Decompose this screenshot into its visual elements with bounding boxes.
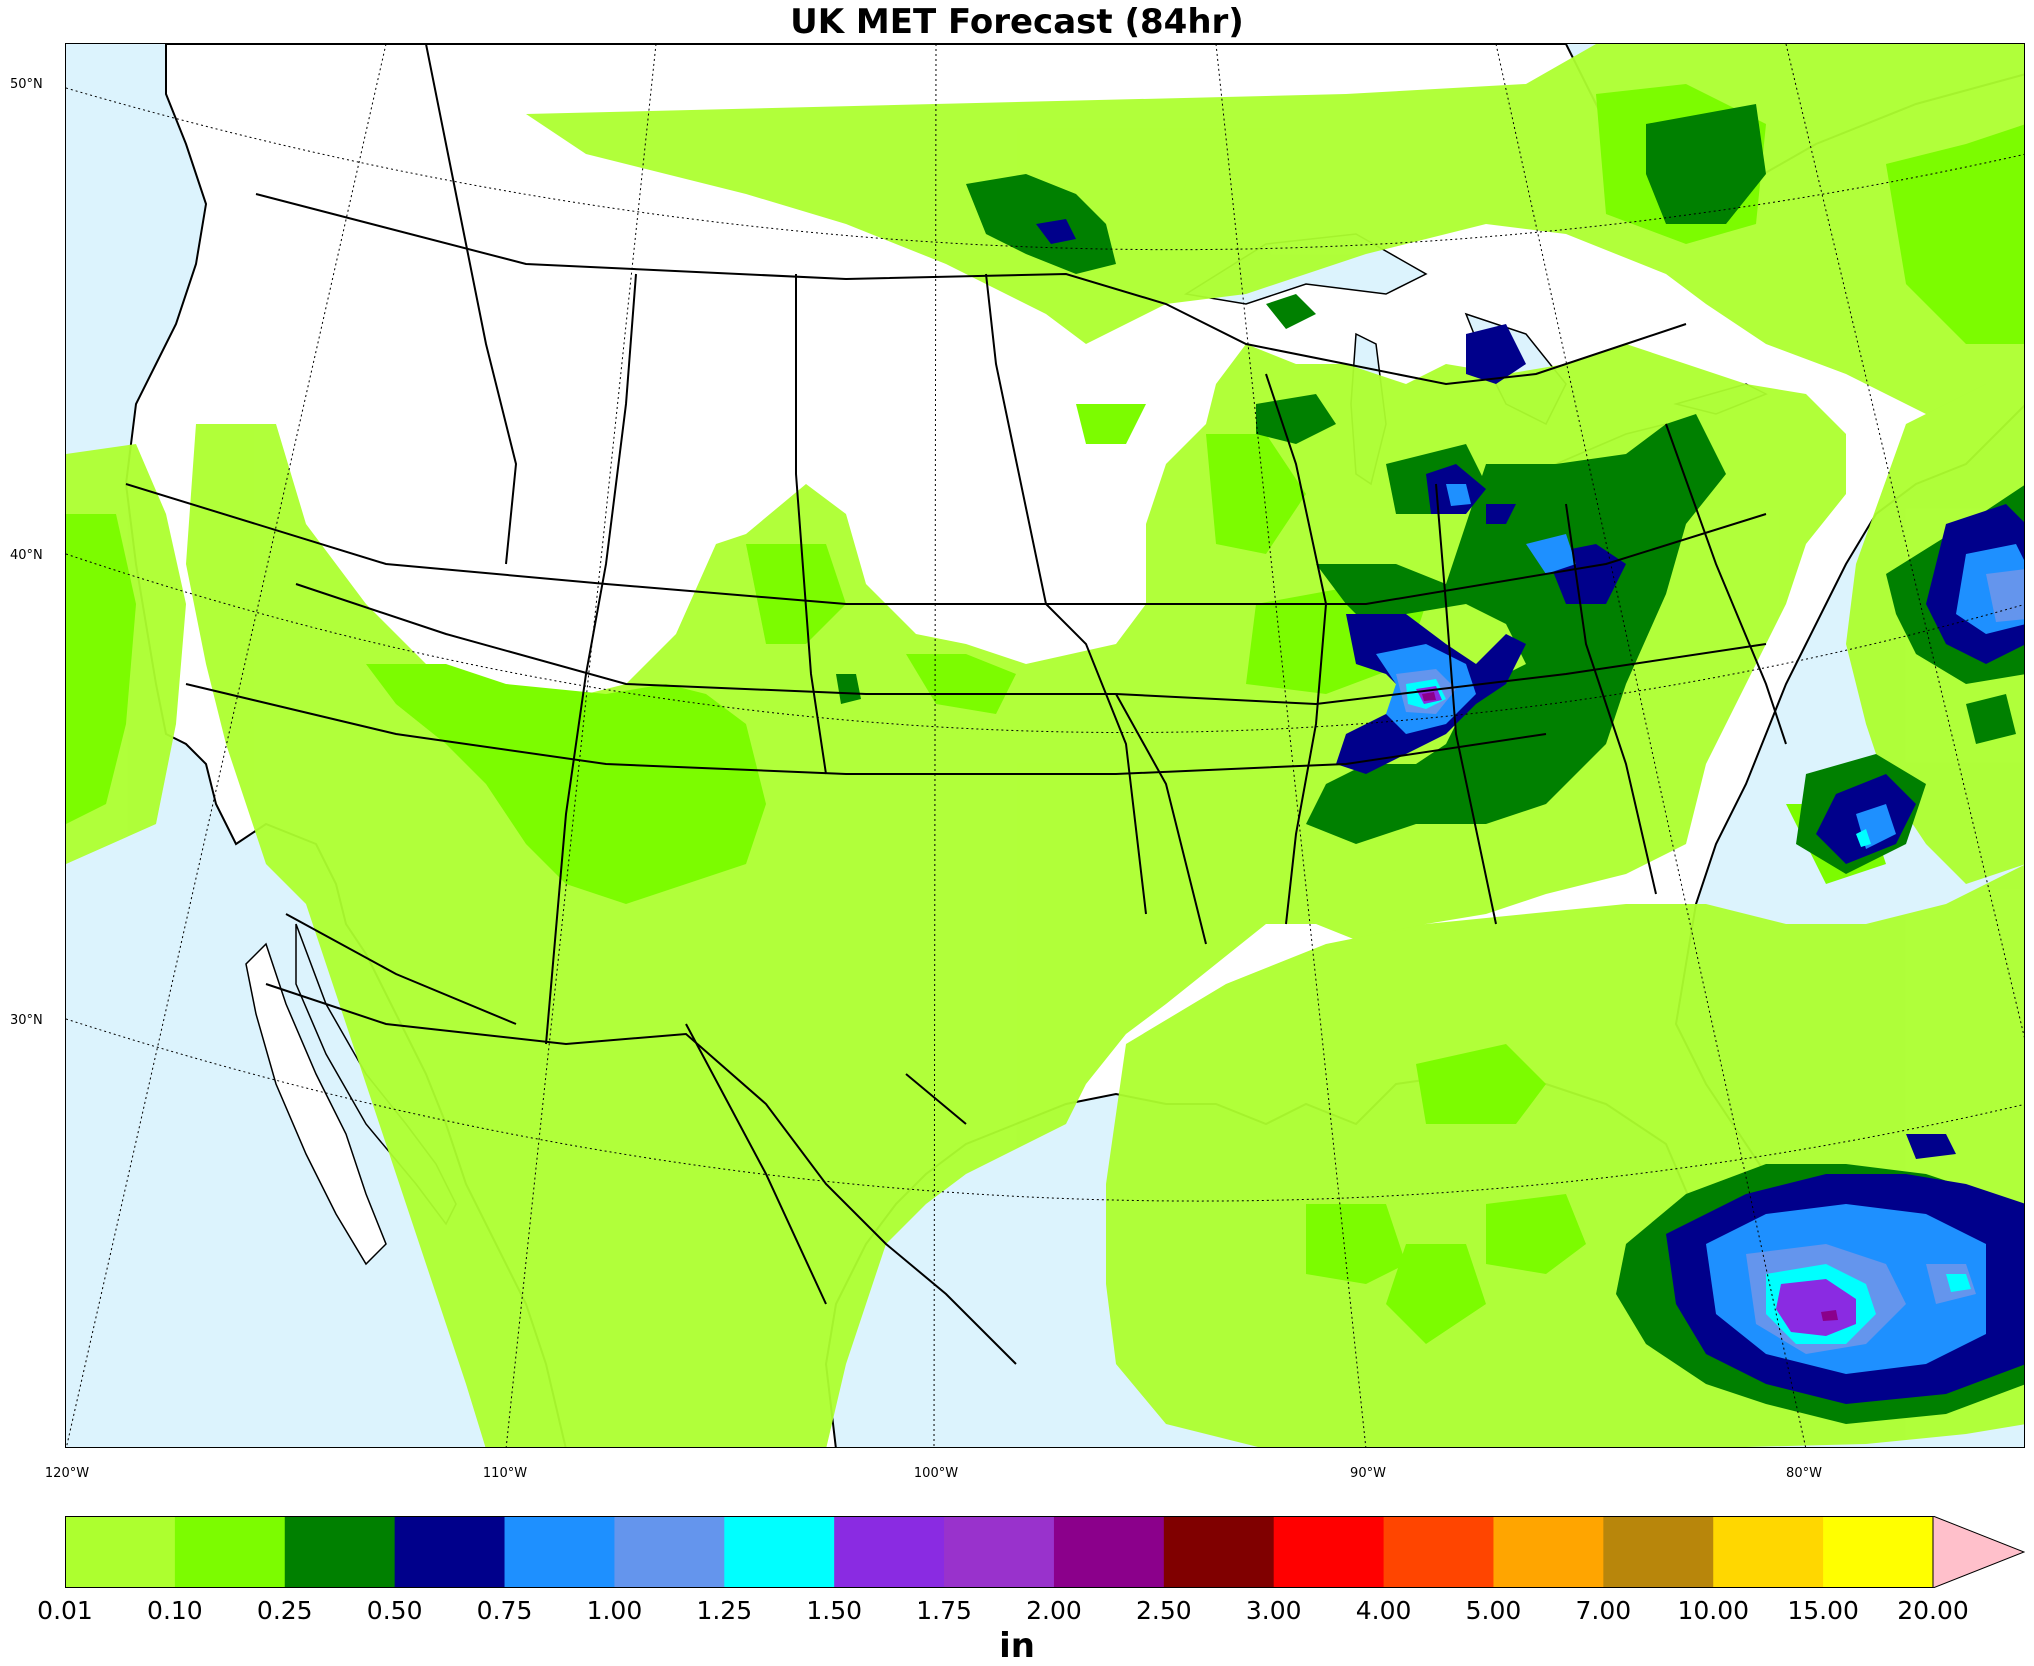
colorbar-tick-label: 0.01 [37, 1596, 93, 1625]
colorbar-tick-label: 1.25 [696, 1596, 753, 1625]
colorbar-tick-label: 7.00 [1575, 1596, 1632, 1625]
units-label: in [999, 1626, 1035, 1666]
lon-label-120: 120°W [44, 1466, 90, 1481]
colorbar-outline [65, 1516, 1934, 1588]
colorbar-tick-label: 20.00 [1897, 1596, 1969, 1625]
colorbar-tick-label: 0.10 [147, 1596, 203, 1625]
colorbar-segment [394, 1516, 506, 1588]
baja-peninsula [245, 942, 387, 1266]
colorbar-segment [834, 1516, 945, 1588]
colorbar-segment [1273, 1516, 1385, 1588]
colorbar-tick-label: 0.50 [366, 1596, 423, 1625]
lat-label-40: 40°N [10, 548, 43, 563]
colorbar [65, 1516, 2025, 1588]
colorbar-tick-label: 4.00 [1355, 1596, 1412, 1625]
colorbar-tick-label: 10.00 [1677, 1596, 1750, 1625]
political-borders [125, 44, 1787, 1365]
colorbar-segment [174, 1516, 286, 1588]
colorbar-tick-label: 5.00 [1465, 1596, 1522, 1625]
colorbar-tick-label: 3.00 [1245, 1596, 1302, 1625]
colorbar-tick-label: 1.00 [586, 1596, 643, 1625]
colorbar-segment [1823, 1516, 1934, 1588]
colorbar-tick-label: 2.00 [1026, 1596, 1082, 1625]
lon-label-110: 110°W [482, 1466, 528, 1481]
precipitation-map [65, 43, 2025, 1448]
colorbar-tick-label: 0.75 [476, 1596, 533, 1625]
colorbar-segment [1493, 1516, 1604, 1588]
colorbar-segment [614, 1516, 725, 1588]
precip-2.00 [1422, 692, 1838, 1321]
colorbar-tick-label: 1.75 [916, 1596, 972, 1625]
colorbar-segment [1713, 1516, 1824, 1588]
lon-label-100: 100°W [913, 1466, 959, 1481]
lon-label-90: 90°W [1350, 1466, 1386, 1481]
colorbar-segment [1603, 1516, 1714, 1588]
colorbar-tick-label: 0.25 [256, 1596, 313, 1625]
colorbar-tick-label: 15.00 [1787, 1596, 1859, 1625]
colorbar-tick-label: 2.50 [1135, 1596, 1192, 1625]
colorbar-segment [504, 1516, 615, 1588]
colorbar-segment [724, 1516, 835, 1588]
lat-label-30: 30°N [10, 1013, 43, 1028]
colorbar-segment [284, 1516, 396, 1588]
lat-label-50: 50°N [10, 77, 43, 92]
graticule [66, 44, 2024, 1447]
colorbar-segment [944, 1516, 1055, 1588]
colorbar-tick-label: 1.50 [806, 1596, 863, 1625]
colorbar-segment [1163, 1516, 1275, 1588]
map-title: UK MET Forecast (84hr) [790, 2, 1244, 42]
colorbar-segment [1383, 1516, 1494, 1588]
lon-label-80: 80°W [1786, 1466, 1822, 1481]
colorbar-extend-arrow [1932, 1516, 2025, 1588]
colorbar-segment [65, 1516, 176, 1588]
colorbar-segment [1053, 1516, 1165, 1588]
